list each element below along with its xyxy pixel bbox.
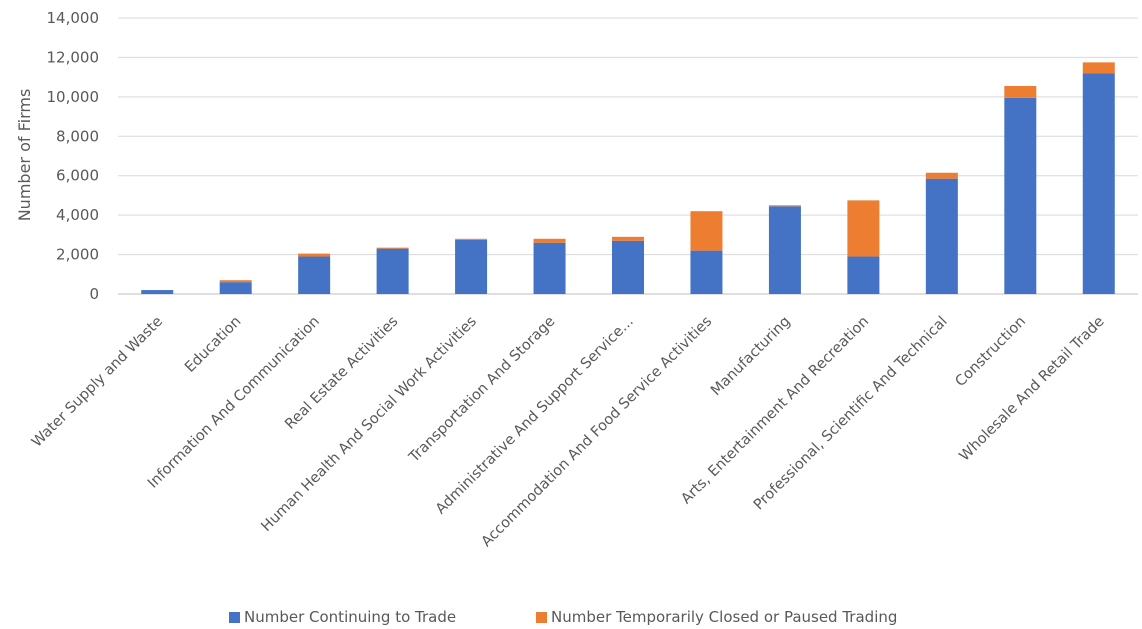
bar-segment-continuing — [1004, 97, 1037, 294]
bar-segment-closed — [1004, 86, 1037, 98]
x-category-label: Education — [182, 314, 244, 376]
bar-segment-closed — [612, 236, 644, 241]
bar-segment-closed — [298, 253, 331, 257]
x-category-label: Water Supply and Waste — [29, 313, 166, 450]
bar-segment-continuing — [141, 290, 174, 294]
legend: Number Continuing to Trade Number Tempora… — [229, 608, 897, 626]
bar-segment-continuing — [847, 256, 880, 294]
bar-segment-closed — [455, 238, 488, 240]
bar-segment-continuing — [533, 242, 566, 294]
bar-segment-closed — [690, 211, 723, 251]
legend-label: Number Temporarily Closed or Paused Trad… — [551, 608, 897, 626]
legend-swatch — [536, 612, 547, 623]
bar-segment-continuing — [298, 256, 331, 294]
gridlines — [118, 17, 1138, 295]
bar-segment-closed — [376, 247, 409, 249]
bar-segment-continuing — [1082, 73, 1115, 294]
legend-label: Number Continuing to Trade — [244, 608, 456, 626]
y-tick-label: 2,000 — [56, 246, 99, 264]
bar-segment-continuing — [768, 206, 801, 294]
legend-swatch — [229, 612, 240, 623]
bar-segment-closed — [768, 205, 801, 207]
bar-segment-continuing — [925, 178, 958, 294]
bar-segment-closed — [925, 172, 958, 179]
bar-segment-closed — [219, 280, 252, 283]
x-category-label: Information And Communication — [145, 314, 323, 492]
bars — [141, 62, 1115, 294]
y-tick-label: 14,000 — [47, 9, 100, 27]
y-tick-label: 4,000 — [56, 206, 99, 224]
bar-segment-continuing — [376, 248, 409, 294]
x-category-label: Manufacturing — [708, 314, 794, 400]
bar-segment-closed — [1082, 62, 1115, 74]
y-tick-label: 10,000 — [47, 88, 100, 106]
x-category-label: Construction — [953, 314, 1030, 391]
y-tick-label: 0 — [89, 285, 99, 303]
bar-segment-continuing — [690, 250, 723, 294]
y-axis-ticks: 0 2,000 4,000 6,000 8,000 10,000 12,000 14,000 — [47, 9, 100, 303]
bar-segment-closed — [533, 238, 566, 243]
y-tick-label: 8,000 — [56, 127, 99, 145]
bar-segment-continuing — [612, 240, 644, 294]
x-category-label: Transportation And Storage — [406, 313, 559, 466]
x-axis-labels: Water Supply and Waste EducationInformati… — [29, 313, 1108, 550]
y-tick-label: 12,000 — [47, 48, 100, 66]
bar-segment-continuing — [455, 239, 488, 294]
y-axis-title: Number of Firms — [15, 89, 34, 222]
y-tick-label: 6,000 — [56, 167, 99, 185]
bar-segment-continuing — [219, 282, 252, 294]
bar-segment-closed — [847, 200, 880, 257]
x-category-label: Wholesale And Retail Trade — [957, 313, 1108, 464]
